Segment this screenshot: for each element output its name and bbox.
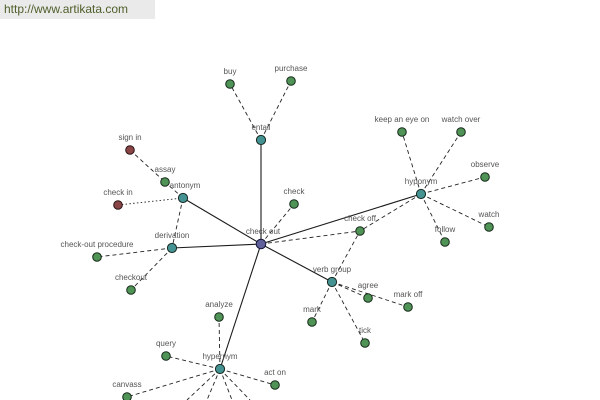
svg-text:entail: entail [251, 123, 270, 132]
svg-text:watch: watch [478, 210, 500, 219]
svg-text:check in: check in [103, 188, 132, 197]
svg-text:tick: tick [359, 326, 372, 335]
svg-text:hypernym: hypernym [202, 352, 237, 361]
svg-text:hyponym: hyponym [405, 177, 438, 186]
svg-text:buy: buy [224, 67, 237, 76]
svg-text:check-out procedure: check-out procedure [61, 240, 134, 249]
svg-text:derivation: derivation [155, 231, 190, 240]
svg-text:check out: check out [246, 227, 281, 236]
svg-text:canvass: canvass [112, 380, 141, 389]
svg-text:agree: agree [358, 281, 379, 290]
svg-text:follow: follow [435, 225, 456, 234]
svg-text:checkout: checkout [115, 273, 148, 282]
svg-text:mark off: mark off [394, 290, 424, 299]
svg-text:keep an eye on: keep an eye on [375, 115, 430, 124]
svg-text:sign in: sign in [118, 133, 141, 142]
svg-text:query: query [156, 339, 176, 348]
svg-text:verb group: verb group [313, 265, 352, 274]
svg-text:assay: assay [155, 165, 176, 174]
svg-text:antonym: antonym [170, 181, 201, 190]
svg-text:analyze: analyze [205, 300, 233, 309]
svg-text:act on: act on [264, 368, 286, 377]
svg-text:mark: mark [303, 305, 322, 314]
svg-text:check: check [284, 187, 306, 196]
svg-text:check off: check off [344, 214, 377, 223]
svg-text:watch over: watch over [441, 115, 481, 124]
svg-text:purchase: purchase [275, 64, 308, 73]
svg-text:observe: observe [471, 160, 500, 169]
